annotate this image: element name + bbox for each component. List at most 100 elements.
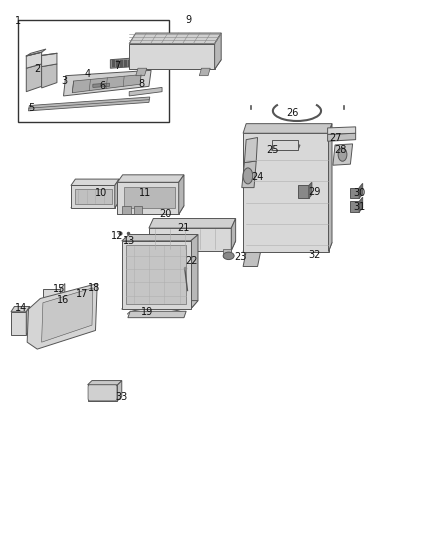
Text: 14: 14 [15, 303, 27, 313]
Polygon shape [272, 140, 298, 150]
Bar [132, 60, 134, 67]
Text: 15: 15 [53, 284, 65, 294]
Polygon shape [71, 179, 119, 185]
Polygon shape [151, 249, 160, 257]
Text: 2: 2 [34, 64, 40, 74]
Polygon shape [71, 201, 119, 208]
Polygon shape [215, 33, 221, 69]
Bar [116, 60, 119, 67]
Polygon shape [129, 44, 215, 69]
Text: 10: 10 [95, 188, 107, 198]
Polygon shape [129, 87, 162, 96]
Polygon shape [122, 235, 198, 241]
Polygon shape [43, 289, 60, 300]
Polygon shape [42, 288, 93, 342]
Polygon shape [122, 206, 131, 214]
Text: 7: 7 [114, 61, 120, 71]
Text: 27: 27 [329, 133, 341, 142]
Polygon shape [359, 197, 363, 212]
Ellipse shape [223, 252, 234, 260]
Ellipse shape [243, 168, 253, 184]
Polygon shape [244, 138, 258, 163]
Text: 18: 18 [88, 283, 100, 293]
Polygon shape [134, 206, 142, 214]
Text: 26: 26 [286, 108, 299, 118]
Text: 30: 30 [353, 188, 365, 198]
Polygon shape [93, 287, 95, 310]
Bar [136, 60, 138, 67]
Polygon shape [179, 175, 184, 214]
Polygon shape [71, 304, 95, 310]
Text: 21: 21 [177, 223, 189, 233]
Polygon shape [122, 241, 191, 309]
Text: 19: 19 [141, 307, 153, 317]
Polygon shape [72, 75, 141, 93]
Polygon shape [243, 133, 328, 252]
Polygon shape [117, 182, 179, 214]
Bar [18, 20, 169, 122]
Polygon shape [88, 381, 122, 385]
Text: 8: 8 [138, 79, 144, 89]
Polygon shape [350, 188, 359, 198]
Text: 1: 1 [15, 17, 21, 26]
Text: 31: 31 [353, 202, 365, 212]
Text: 13: 13 [123, 236, 135, 246]
Polygon shape [243, 243, 332, 252]
Polygon shape [26, 306, 30, 335]
Polygon shape [231, 219, 236, 251]
Polygon shape [64, 70, 151, 96]
Polygon shape [191, 235, 198, 309]
Polygon shape [110, 58, 140, 68]
Polygon shape [126, 245, 186, 304]
Text: 3: 3 [62, 76, 68, 86]
Polygon shape [243, 252, 261, 266]
Polygon shape [350, 201, 359, 212]
Text: 28: 28 [335, 146, 347, 155]
Polygon shape [115, 179, 119, 208]
Polygon shape [309, 182, 312, 198]
Text: 6: 6 [100, 82, 106, 91]
Polygon shape [117, 381, 122, 401]
FancyBboxPatch shape [88, 385, 117, 401]
Polygon shape [122, 301, 198, 309]
Polygon shape [75, 189, 112, 204]
Text: 17: 17 [76, 289, 88, 299]
Polygon shape [117, 175, 184, 182]
Polygon shape [223, 249, 231, 257]
Polygon shape [88, 385, 117, 401]
Bar [120, 60, 123, 67]
Polygon shape [26, 49, 46, 56]
Polygon shape [242, 161, 256, 188]
Text: 24: 24 [251, 172, 264, 182]
Polygon shape [52, 309, 68, 317]
Polygon shape [129, 60, 221, 69]
Polygon shape [11, 312, 26, 335]
Polygon shape [52, 305, 65, 317]
Polygon shape [136, 68, 147, 76]
Polygon shape [129, 33, 221, 44]
Polygon shape [60, 284, 65, 300]
Bar [112, 60, 115, 67]
Polygon shape [117, 206, 184, 214]
Polygon shape [42, 64, 57, 88]
Text: 22: 22 [186, 256, 198, 266]
Polygon shape [149, 219, 236, 228]
Text: 11: 11 [139, 188, 152, 198]
Polygon shape [93, 83, 110, 87]
Polygon shape [128, 311, 186, 318]
Bar [128, 60, 131, 67]
Polygon shape [71, 185, 115, 208]
Text: 12: 12 [111, 231, 124, 240]
Polygon shape [149, 228, 231, 251]
Polygon shape [149, 241, 236, 251]
Polygon shape [328, 133, 356, 141]
Polygon shape [359, 183, 363, 198]
Polygon shape [298, 185, 309, 198]
Text: 25: 25 [266, 146, 279, 155]
Bar [124, 60, 127, 67]
Polygon shape [26, 64, 42, 92]
Polygon shape [42, 53, 57, 67]
Text: 5: 5 [28, 103, 35, 112]
Text: 23: 23 [234, 252, 246, 262]
Polygon shape [28, 97, 150, 111]
